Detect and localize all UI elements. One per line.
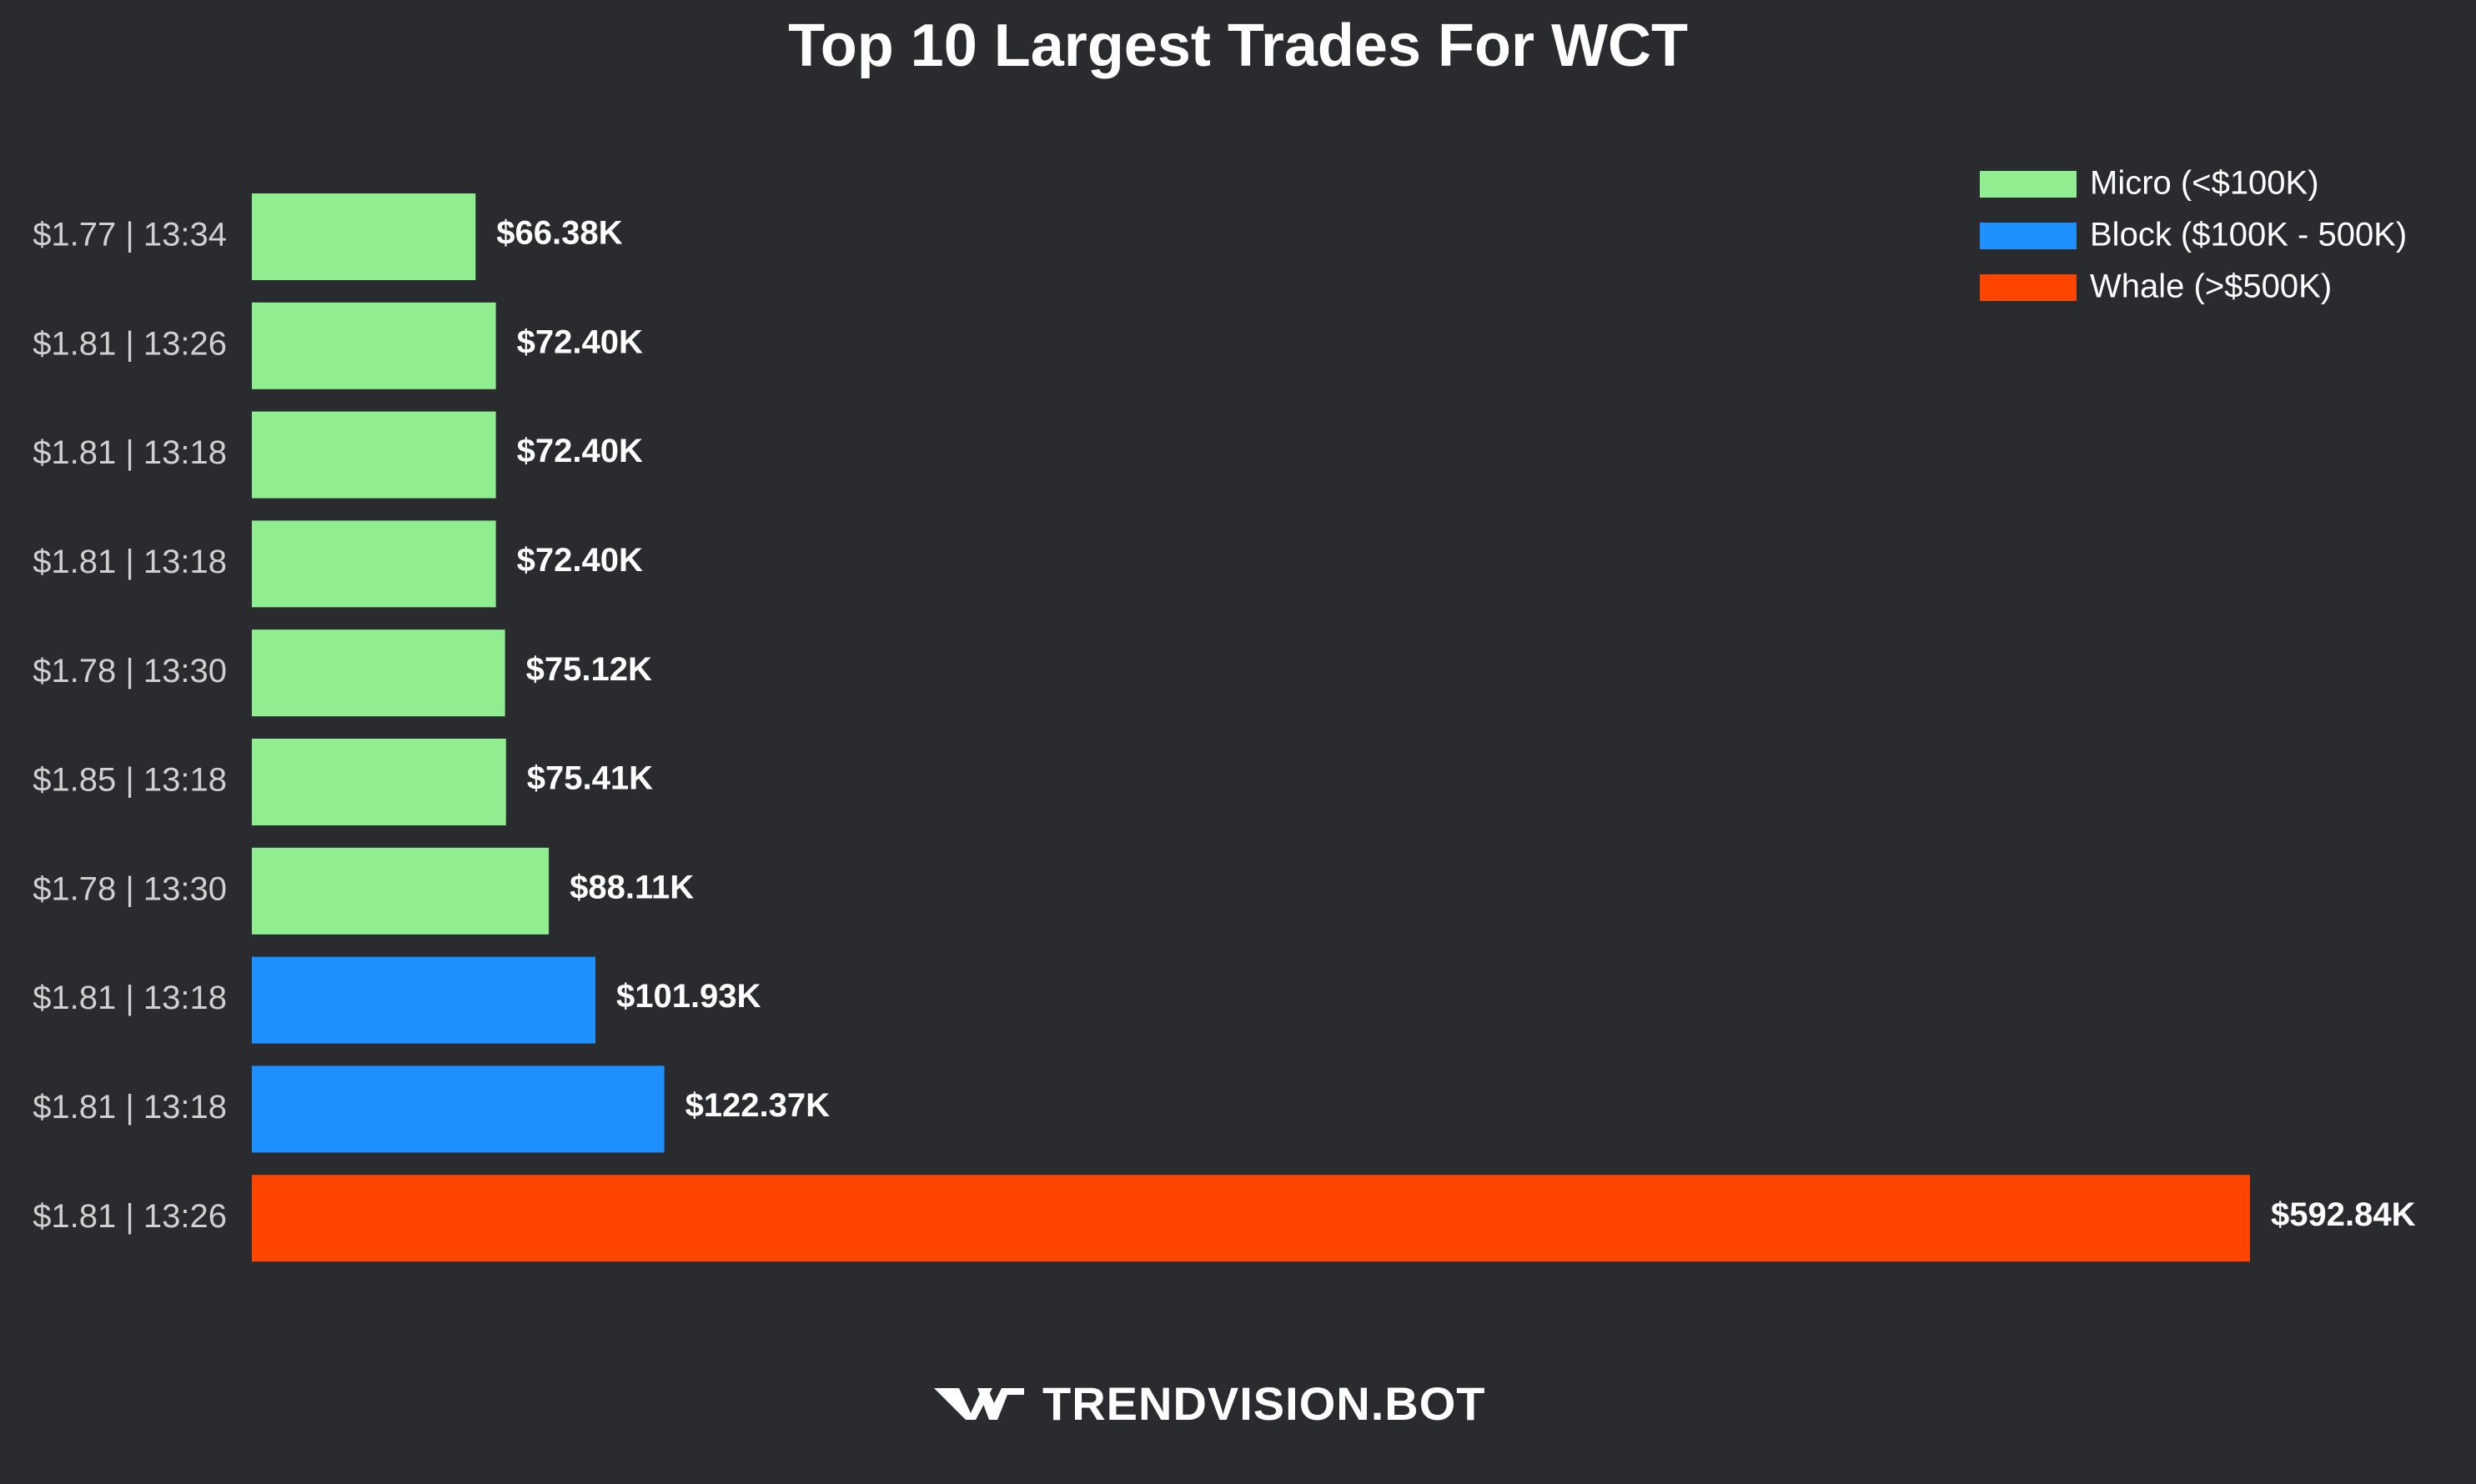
category-label-10: $1.81 | 13:26 (33, 1198, 227, 1235)
category-label-1: $1.77 | 13:34 (33, 217, 227, 253)
category-label-2: $1.81 | 13:26 (33, 325, 227, 362)
category-label-4: $1.81 | 13:18 (33, 544, 227, 580)
legend-label-micro: Micro (<$100K) (2090, 165, 2319, 202)
category-label-7: $1.78 | 13:30 (33, 870, 227, 907)
bar-6 (252, 739, 506, 825)
bar-3 (252, 411, 496, 499)
category-label-3: $1.81 | 13:18 (33, 434, 227, 471)
category-label-9: $1.81 | 13:18 (33, 1089, 227, 1126)
category-label-5: $1.78 | 13:30 (33, 653, 227, 689)
brand-footer: TRENDVISION.BOT (934, 1374, 1485, 1432)
bar-4 (252, 520, 496, 608)
bar-1 (252, 193, 476, 280)
legend-label-block: Block ($100K - 500K) (2090, 217, 2407, 253)
legend-label-whale: Whale (>$500K) (2090, 268, 2332, 305)
value-label-2: $72.40K (517, 323, 643, 360)
value-label-6: $75.41K (527, 760, 653, 797)
bar-7 (252, 847, 550, 935)
legend-swatch-micro (1980, 171, 2077, 198)
value-label-3: $72.40K (517, 433, 643, 469)
value-label-4: $72.40K (517, 542, 643, 579)
bar-9 (252, 1065, 665, 1153)
bar-10 (252, 1175, 2250, 1262)
chart-title: Top 10 Largest Trades For WCT (788, 13, 1688, 79)
bar-5 (252, 629, 505, 717)
bar-8 (252, 956, 595, 1044)
legend-swatch-block (1980, 223, 2077, 249)
bar-2 (252, 302, 496, 389)
value-label-5: $75.12K (526, 651, 652, 688)
value-label-8: $101.93K (616, 978, 761, 1015)
value-label-7: $88.11K (570, 869, 694, 905)
value-label-10: $592.84K (2271, 1196, 2416, 1233)
trendvision-logo-icon (934, 1388, 1024, 1420)
brand-text: TRENDVISION.BOT (1042, 1376, 1486, 1430)
category-label-6: $1.85 | 13:18 (33, 762, 227, 799)
category-label-8: $1.81 | 13:18 (33, 980, 227, 1016)
value-label-1: $66.38K (496, 215, 622, 252)
legend-swatch-whale (1980, 274, 2077, 301)
value-label-9: $122.37K (686, 1087, 831, 1124)
